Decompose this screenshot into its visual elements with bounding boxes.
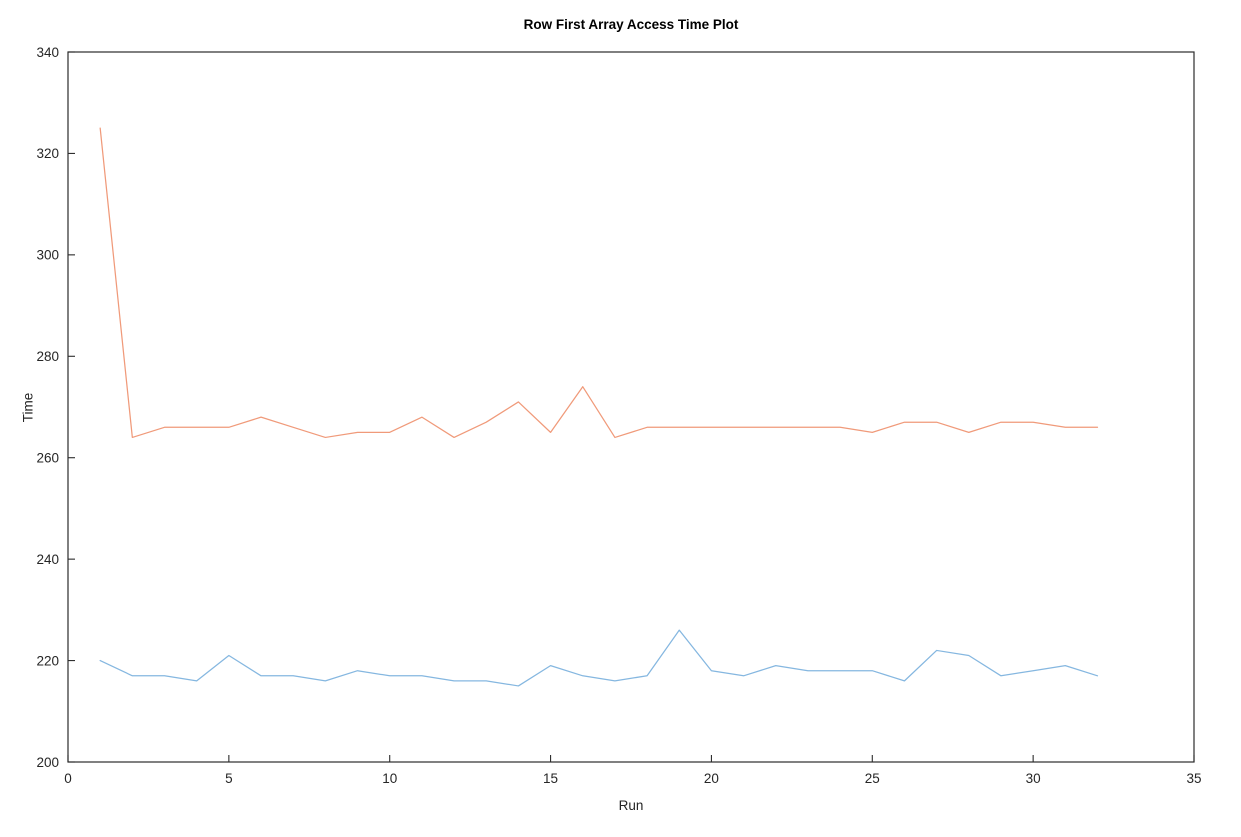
x-tick-label: 20 xyxy=(704,771,719,786)
y-tick-label: 200 xyxy=(36,755,59,770)
y-tick-label: 340 xyxy=(36,45,59,60)
y-axis-label: Time xyxy=(20,392,36,423)
y-tick-label: 240 xyxy=(36,552,59,567)
y-tick-label: 260 xyxy=(36,451,59,466)
x-tick-label: 0 xyxy=(64,771,72,786)
y-tick-label: 220 xyxy=(36,653,59,668)
x-tick-label: 35 xyxy=(1186,771,1201,786)
x-tick-label: 25 xyxy=(865,771,880,786)
x-tick-label: 30 xyxy=(1026,771,1041,786)
y-tick-label: 320 xyxy=(36,146,59,161)
y-tick-label: 280 xyxy=(36,349,59,364)
chart-title: Row First Array Access Time Plot xyxy=(523,17,739,32)
x-tick-label: 5 xyxy=(225,771,233,786)
x-axis-label: Run xyxy=(618,798,644,813)
x-tick-label: 15 xyxy=(543,771,558,786)
y-tick-label: 300 xyxy=(36,248,59,263)
series-line-orange-series xyxy=(99,127,1099,439)
x-tick-label: 10 xyxy=(382,771,397,786)
plot-box xyxy=(67,51,1195,763)
series-line-blue-series xyxy=(99,629,1099,687)
